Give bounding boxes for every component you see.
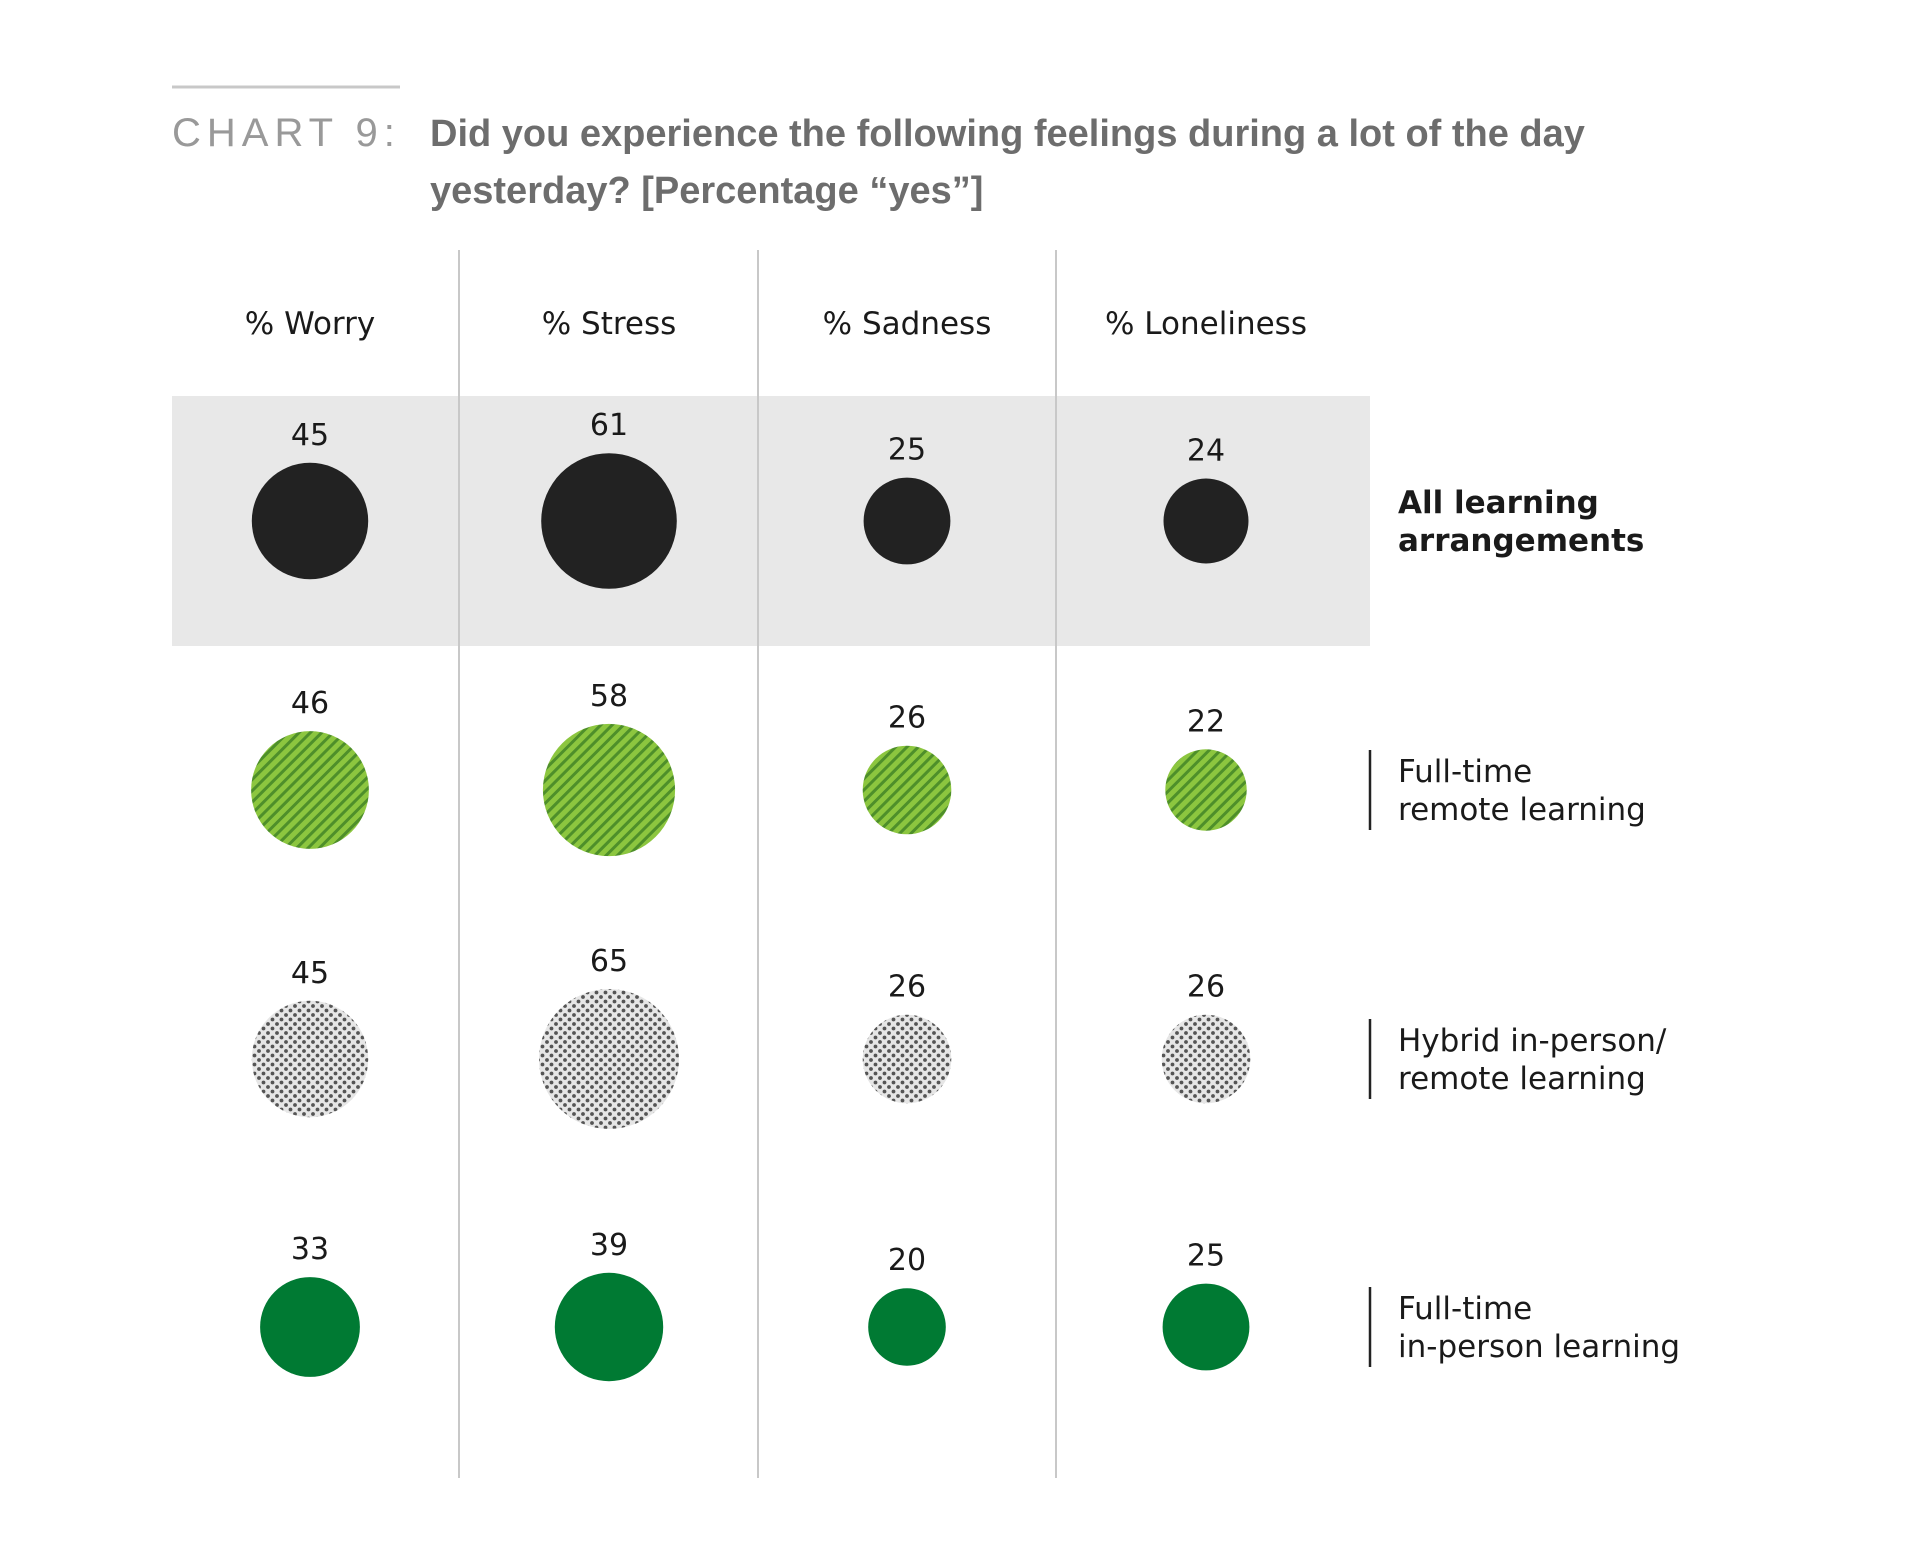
value-label-remote-2: 58 <box>590 679 628 714</box>
bubble-all-4 <box>1163 478 1249 564</box>
row-label-all-line-2: arrangements <box>1398 523 1644 559</box>
column-header-2: % Stress <box>542 306 677 342</box>
value-label-all-4: 24 <box>1187 434 1225 469</box>
row-label-inperson-line-2: in-person learning <box>1398 1329 1680 1365</box>
row-label-hybrid-line-1: Hybrid in-person/ <box>1398 1023 1667 1059</box>
value-label-hybrid-4: 26 <box>1187 970 1225 1005</box>
row-label-all-line-1: All learning <box>1398 485 1599 521</box>
value-label-inperson-4: 25 <box>1187 1239 1225 1274</box>
bubble-all-3 <box>863 477 951 565</box>
row-labels: All learningarrangementsFull-timeremote … <box>1368 485 1680 1367</box>
value-label-inperson-1: 33 <box>291 1232 329 1267</box>
column-dividers <box>458 250 1057 1478</box>
bubble-marks: 45 61 25 24 46 58 26 22 45 65 26 26 33 39 20 25 <box>251 408 1251 1382</box>
column-headers: % Worry % Stress % Sadness % Loneliness <box>245 306 1307 342</box>
bubble-inperson-2 <box>554 1272 664 1382</box>
value-label-hybrid-3: 26 <box>888 970 926 1005</box>
value-label-hybrid-1: 45 <box>291 956 329 991</box>
bubble-remote-3 <box>862 745 952 835</box>
column-header-3: % Sadness <box>823 306 992 342</box>
row-label-inperson-line-1: Full-time <box>1398 1291 1532 1327</box>
bubble-inperson-3 <box>868 1288 946 1366</box>
row-label-remote-line-2: remote learning <box>1398 792 1646 828</box>
bubble-remote-1 <box>251 731 369 849</box>
bubble-hybrid-1 <box>251 1000 369 1118</box>
value-label-remote-1: 46 <box>291 686 329 721</box>
value-label-remote-4: 22 <box>1187 704 1225 739</box>
column-header-4: % Loneliness <box>1105 306 1307 342</box>
value-label-all-3: 25 <box>888 433 926 468</box>
bubble-hybrid-4 <box>1161 1014 1251 1104</box>
value-label-hybrid-2: 65 <box>590 944 628 979</box>
bubble-inperson-4 <box>1162 1283 1250 1371</box>
row-label-hybrid-line-2: remote learning <box>1398 1061 1646 1097</box>
value-label-all-2: 61 <box>590 408 628 443</box>
column-header-1: % Worry <box>245 306 375 342</box>
chart-number-label: CHART 9: <box>172 111 401 155</box>
bubble-remote-2 <box>542 723 676 857</box>
value-label-inperson-3: 20 <box>888 1243 926 1278</box>
value-label-remote-3: 26 <box>888 701 926 736</box>
row-label-remote-line-1: Full-time <box>1398 754 1532 790</box>
chart-title-line-2: yesterday? [Percentage “yes”] <box>430 170 983 212</box>
value-label-inperson-2: 39 <box>590 1228 628 1263</box>
bubble-hybrid-2 <box>539 989 679 1129</box>
value-label-all-1: 45 <box>291 418 329 453</box>
bubble-remote-4 <box>1165 749 1247 831</box>
chart-title-line-1: Did you experience the following feeling… <box>430 113 1585 155</box>
bubble-inperson-1 <box>260 1277 360 1377</box>
bubble-hybrid-3 <box>862 1014 952 1104</box>
bubble-all-2 <box>541 453 677 589</box>
bubble-all-1 <box>251 462 369 580</box>
